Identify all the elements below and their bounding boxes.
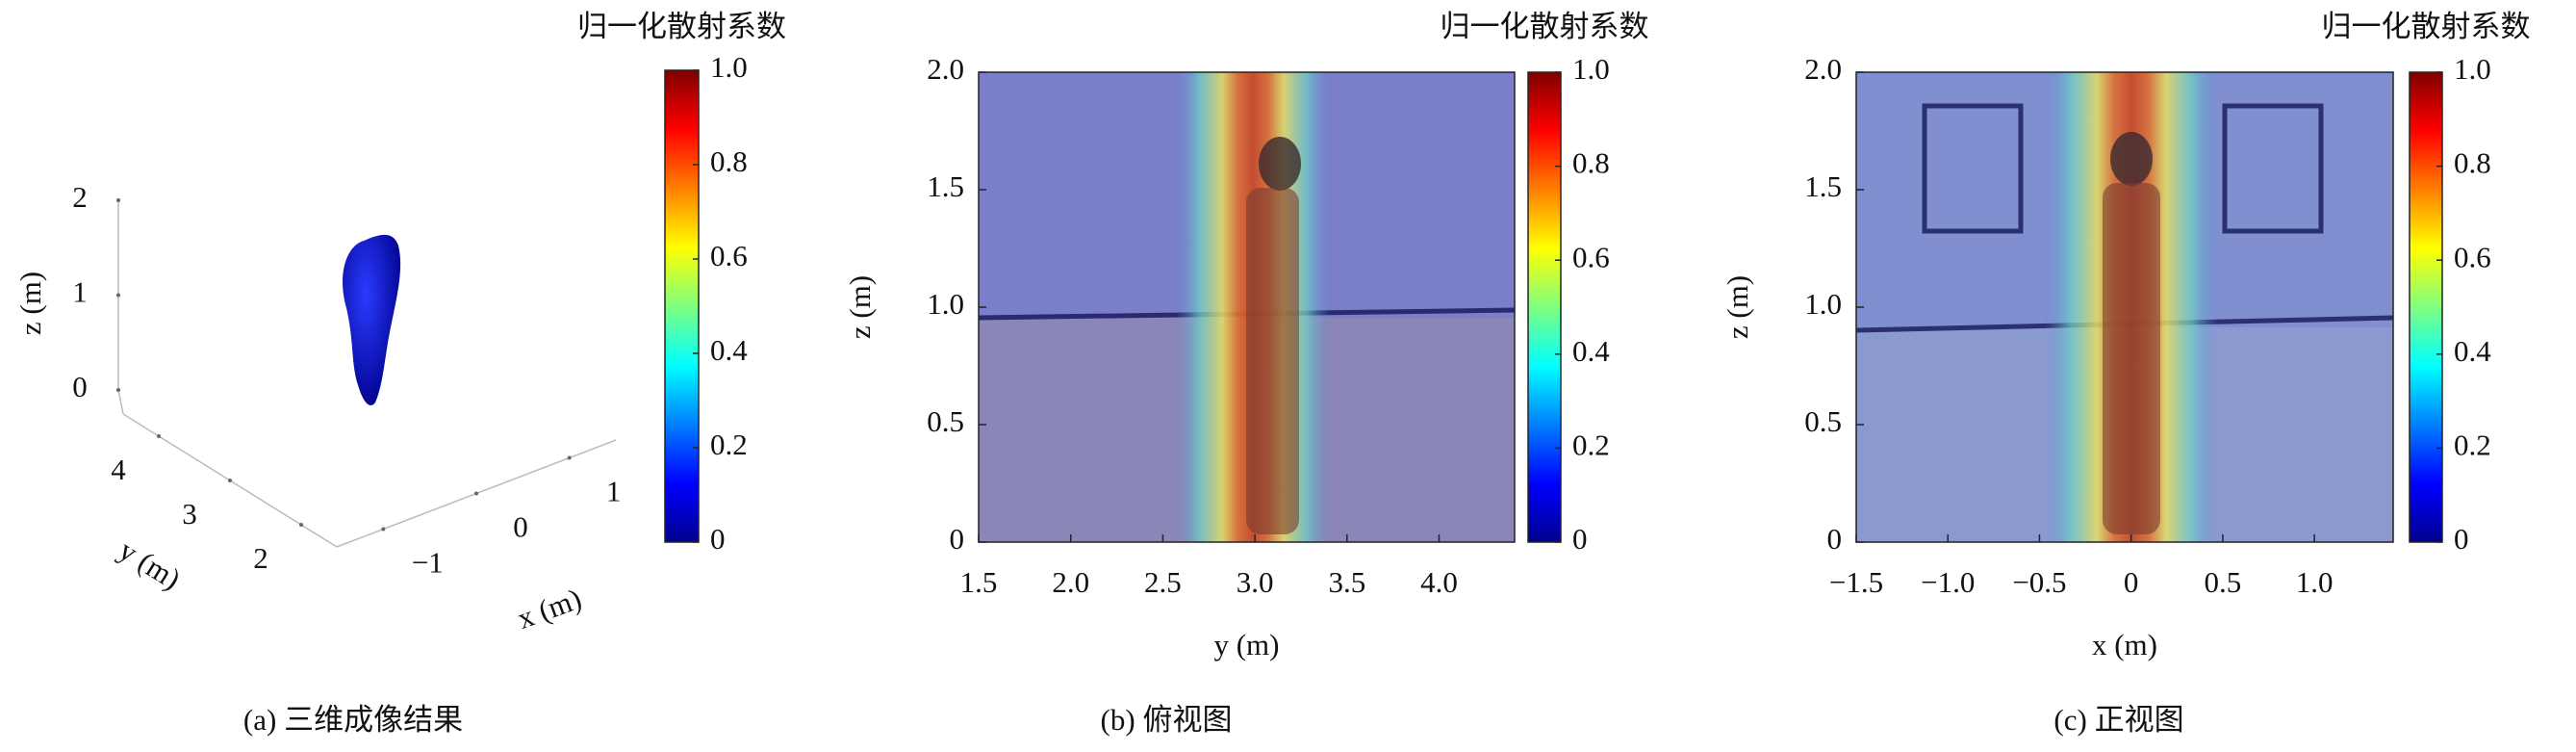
- x-tick-label: −1.5: [1829, 565, 1883, 599]
- colorbar-tick-label: 1.0: [1572, 52, 1610, 86]
- colorbar-tick-label: 0.8: [2454, 146, 2491, 180]
- image-c: [1855, 72, 2394, 542]
- y-tick-label: 0.5: [927, 404, 964, 438]
- colorbar-tick-label: 0.2: [2454, 428, 2491, 462]
- x-tick-label: 1.0: [2296, 565, 2334, 599]
- colorbar-tick-label: 0.6: [1572, 240, 1610, 273]
- z-tick: [116, 198, 120, 202]
- caption: (a) 三维成像结果: [243, 703, 463, 737]
- x-tick-label: −1: [412, 546, 444, 580]
- colorbar-tick-label: 1.0: [2454, 52, 2491, 86]
- y-tick-label: 1.5: [1804, 169, 1842, 203]
- target-blob: [343, 234, 401, 405]
- colorbar-tick-label: 0: [2454, 522, 2469, 556]
- x-tick-label: 2.0: [1052, 565, 1089, 599]
- colorbar-tick-label: 0.4: [1572, 334, 1610, 368]
- x-tick-label: 0.5: [2205, 565, 2242, 599]
- colorbar-title: 归一化散射系数: [1441, 10, 1649, 43]
- x-tick-label: −0.5: [2012, 565, 2066, 599]
- x-tick-label: 0: [2124, 565, 2139, 599]
- y-tick: [299, 523, 303, 527]
- x-tick: [474, 491, 478, 496]
- y-tick: [228, 479, 232, 482]
- x-tick: [567, 455, 572, 460]
- z-tick: [116, 388, 120, 392]
- y-tick-label: 4: [111, 453, 126, 486]
- colorbar-tick-label: 0.2: [710, 428, 748, 461]
- y-tick-label: 2: [253, 541, 268, 575]
- colorbar-tick-label: 0.2: [1572, 428, 1610, 462]
- y-tick-label: 2.0: [1804, 52, 1842, 86]
- x-tick: [381, 527, 386, 532]
- y-axis-label: z (m): [1721, 275, 1754, 339]
- x-tick-label: 3.0: [1237, 565, 1274, 599]
- x-axis-label: y (m): [1213, 628, 1279, 661]
- image-b: [978, 72, 1516, 542]
- colorbar-title: 归一化散射系数: [2322, 10, 2531, 43]
- x-tick-label: 3.5: [1328, 565, 1365, 599]
- x-axis-label: x (m): [513, 582, 586, 635]
- colorbar-tick-label: 0.4: [2454, 334, 2491, 368]
- x-axis-label: x (m): [2092, 628, 2157, 661]
- x-tick-label: 0: [513, 510, 528, 544]
- x-tick-label: 1: [606, 475, 622, 508]
- y-tick-label: 1.0: [927, 287, 964, 321]
- colorbar: [664, 69, 700, 543]
- colorbar-title: 归一化散射系数: [577, 10, 786, 43]
- colorbar-tick-label: 0: [1572, 522, 1588, 556]
- colorbar-tick-label: 0.6: [2454, 240, 2491, 273]
- colorbar: [1527, 71, 1562, 543]
- z-tick-label: 1: [72, 275, 88, 309]
- y-tick-label: 0: [1827, 522, 1843, 556]
- z-tick: [116, 293, 120, 298]
- z-tick-label: 2: [72, 180, 88, 214]
- x-tick-label: 2.5: [1144, 565, 1182, 599]
- caption: (c) 正视图: [2053, 703, 2183, 737]
- z-tick-label: 0: [72, 370, 88, 403]
- colorbar-tick-label: 0.6: [710, 239, 748, 272]
- y-tick-label: 1.5: [927, 169, 964, 203]
- colorbar-tick-label: 1.0: [710, 50, 748, 84]
- x-tick-label: 4.0: [1420, 565, 1458, 599]
- colorbar-tick-label: 0.8: [1572, 146, 1610, 180]
- x-tick-label: 1.5: [960, 565, 998, 599]
- z-axis-label: z (m): [13, 272, 47, 335]
- y-tick-label: 0: [950, 522, 965, 556]
- axis-line: [117, 389, 124, 415]
- colorbar-tick-label: 0.4: [710, 333, 748, 367]
- y-axis-label: z (m): [843, 275, 877, 339]
- y-tick-label: 3: [182, 497, 197, 531]
- x-tick-label: −1.0: [1921, 565, 1975, 599]
- y-tick-label: 0.5: [1804, 404, 1842, 438]
- caption: (b) 俯视图: [1101, 703, 1233, 737]
- y-tick-label: 2.0: [927, 52, 964, 86]
- y-axis-label: y (m): [114, 532, 187, 596]
- y-tick-label: 1.0: [1804, 287, 1842, 321]
- colorbar-tick-label: 0: [710, 522, 726, 556]
- colorbar: [2409, 71, 2443, 543]
- colorbar-tick-label: 0.8: [710, 144, 748, 178]
- y-tick: [157, 434, 161, 438]
